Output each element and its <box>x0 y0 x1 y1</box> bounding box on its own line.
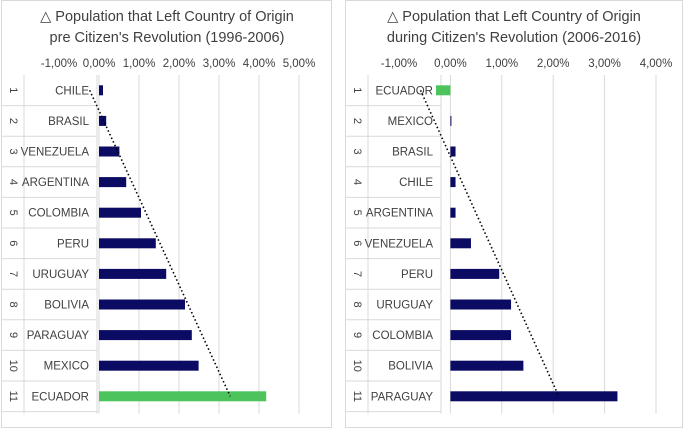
rank-label: 10 <box>7 360 19 372</box>
bar-paraguay <box>450 391 618 402</box>
category-label: ECUADOR <box>375 85 433 97</box>
bar-chile <box>450 177 456 188</box>
rank-label: 7 <box>7 271 19 277</box>
rank-label: 10 <box>351 360 363 372</box>
category-label: BRASIL <box>392 147 434 159</box>
chart-panel-pre-revolution: △ Population that Left Country of Origin… <box>1 0 332 428</box>
category-table-background <box>346 75 441 414</box>
x-tick-label: 4,00% <box>640 58 673 70</box>
rank-label: 5 <box>351 210 363 216</box>
bar-ecuador <box>99 391 267 402</box>
category-label: ECUADOR <box>31 391 89 403</box>
chart-title-line-2: pre Citizen's Revolution (1996-2006) <box>50 30 285 46</box>
rank-label: 8 <box>351 301 363 307</box>
bar-brasil <box>450 146 456 157</box>
bar-venezuela <box>99 146 120 157</box>
chart-title-line-1: △ Population that Left Country of Origin <box>40 9 294 25</box>
category-label: BOLIVIA <box>388 361 433 373</box>
rank-label: 11 <box>7 391 19 402</box>
x-tick-label: -1,00% <box>381 58 417 70</box>
category-label: CHILE <box>399 177 433 189</box>
category-label: URUGUAY <box>376 300 433 312</box>
category-label: PARAGUAY <box>371 391 434 403</box>
rank-label: 6 <box>7 240 19 246</box>
category-label: BRASIL <box>48 116 90 128</box>
rank-label: 3 <box>351 148 363 154</box>
bar-colombia <box>99 207 141 218</box>
bar-ecuador <box>436 85 451 96</box>
x-tick-label: 3,00% <box>588 58 621 70</box>
bar-venezuela <box>450 238 471 249</box>
x-tick-label: 1,00% <box>485 58 518 70</box>
bar-chart-during-revolution: △ Population that Left Country of Origin… <box>346 9 673 414</box>
chart-title-line-2: during Citizen's Revolution (2006-2016) <box>387 30 641 46</box>
category-label: ARGENTINA <box>366 208 433 220</box>
x-tick-label: 0,00% <box>434 58 467 70</box>
rank-label: 7 <box>351 271 363 277</box>
bar-colombia <box>450 330 512 341</box>
bar-uruguay <box>99 268 167 279</box>
rank-label: 2 <box>351 118 363 124</box>
bar-argentina <box>99 177 127 188</box>
bar-mexico <box>99 360 199 371</box>
category-label: PARAGUAY <box>27 330 90 342</box>
bar-chart-pre-revolution: △ Population that Left Country of Origin… <box>2 9 316 414</box>
category-label: ARGENTINA <box>22 177 89 189</box>
rank-label: 11 <box>351 391 363 402</box>
bar-mexico <box>450 115 452 126</box>
x-tick-label: 0,00% <box>83 58 116 70</box>
x-tick-label: 3,00% <box>203 58 236 70</box>
rank-label: 1 <box>351 87 363 93</box>
chart-panel-during-revolution: △ Population that Left Country of Origin… <box>345 0 683 428</box>
rank-label: 9 <box>351 332 363 338</box>
rank-label: 4 <box>7 179 19 185</box>
x-tick-label: -1,00% <box>41 58 77 70</box>
bar-brasil <box>99 115 107 126</box>
bar-bolivia <box>99 299 185 310</box>
rank-label: 4 <box>351 179 363 185</box>
category-label: MEXICO <box>44 361 89 373</box>
category-label: VENEZUELA <box>21 147 90 159</box>
rank-label: 1 <box>7 87 19 93</box>
category-label: COLOMBIA <box>28 208 89 220</box>
rank-label: 3 <box>7 148 19 154</box>
category-label: COLOMBIA <box>372 330 433 342</box>
category-label: PERU <box>401 269 433 281</box>
trendline <box>88 89 231 397</box>
rank-label: 6 <box>351 240 363 246</box>
rank-label: 9 <box>7 332 19 338</box>
rank-label: 2 <box>7 118 19 124</box>
category-label: BOLIVIA <box>44 300 89 312</box>
bar-uruguay <box>450 299 512 310</box>
x-tick-label: 5,00% <box>283 58 316 70</box>
x-tick-label: 2,00% <box>163 58 196 70</box>
category-label: MEXICO <box>388 116 433 128</box>
rank-label: 5 <box>7 210 19 216</box>
bar-chile <box>99 85 103 96</box>
bar-bolivia <box>450 360 524 371</box>
x-tick-label: 4,00% <box>243 58 276 70</box>
bar-peru <box>99 238 156 249</box>
category-label: VENEZUELA <box>365 238 434 250</box>
bar-argentina <box>450 207 456 218</box>
x-tick-label: 2,00% <box>537 58 570 70</box>
bar-peru <box>450 268 500 279</box>
bar-paraguay <box>99 330 192 341</box>
category-label: PERU <box>57 238 89 250</box>
category-table-background <box>2 75 97 414</box>
chart-title-line-1: △ Population that Left Country of Origin <box>387 9 641 25</box>
rank-label: 8 <box>7 301 19 307</box>
x-tick-label: 1,00% <box>123 58 156 70</box>
category-label: URUGUAY <box>32 269 89 281</box>
category-label: CHILE <box>55 85 89 97</box>
